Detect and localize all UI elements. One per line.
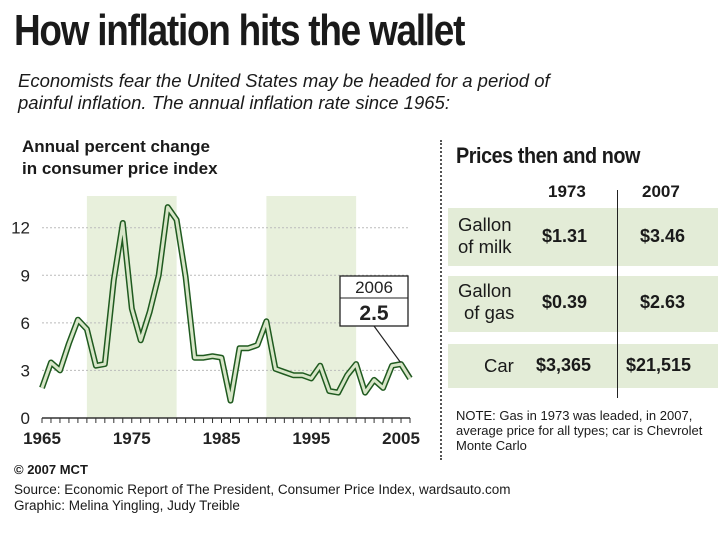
price-row-label-line-2: of milk: [458, 236, 512, 257]
x-tick-label: 1985: [203, 429, 241, 448]
copyright-credit: © 2007 MCT: [14, 462, 88, 477]
y-tick-label: 9: [21, 266, 30, 285]
y-tick-label: 12: [11, 219, 30, 238]
column-header-1973: 1973: [548, 182, 586, 201]
price-2007: $2.63: [640, 292, 686, 312]
page-title: How inflation hits the wallet: [14, 6, 465, 55]
column-header-2007: 2007: [642, 182, 680, 201]
price-row-car: Car $3,365 $21,515: [448, 344, 718, 388]
price-row-gas: Gallon of gas $0.39 $2.63: [448, 276, 718, 332]
price-2007: $3.46: [640, 226, 686, 246]
price-1973: $3,365: [536, 355, 592, 375]
price-row-label: Gallon of gas: [458, 280, 514, 324]
x-tick-label: 1965: [23, 429, 61, 448]
price-row-label-line-1: Gallon: [458, 214, 512, 235]
x-tick-label: 1995: [292, 429, 330, 448]
subtitle: Economists fear the United States may be…: [18, 70, 550, 113]
price-1973: $0.39: [542, 292, 588, 312]
chart-title-line-1: Annual percent change: [22, 137, 210, 156]
y-axis-ticks: 0 3 6 9 12: [11, 219, 30, 428]
inflation-line-chart: 0 3 6 9 12 1965 1975 1985 1995 2005 2006 2.5: [11, 196, 420, 448]
graphic-credit-line: Graphic: Melina Yingling, Judy Treible: [14, 498, 240, 513]
chart-title: Annual percent change in consumer price …: [22, 136, 218, 180]
source-credits: Source: Economic Report of The President…: [14, 482, 510, 514]
y-tick-label: 6: [21, 314, 30, 333]
annotation-value-label: 2.5: [359, 302, 389, 325]
prices-note: NOTE: Gas in 1973 was leaded, in 2007, a…: [456, 408, 703, 453]
x-axis-ticks: 1965 1975 1985 1995 2005: [23, 418, 420, 448]
x-tick-label: 1975: [113, 429, 151, 448]
price-2007: $21,515: [626, 355, 692, 375]
price-1973: $1.31: [542, 226, 588, 246]
x-tick-label: 2005: [382, 429, 420, 448]
annotation-year-label: 2006: [355, 278, 393, 297]
annotation-box: [339, 275, 409, 327]
price-row-label-line-2: of gas: [464, 302, 515, 323]
section-divider: [440, 140, 442, 460]
price-row-label-line-1: Car: [484, 355, 514, 376]
annotation-2006: 2006 2.5: [339, 275, 411, 376]
price-row-label: Car: [484, 355, 514, 377]
y-tick-label: 3: [21, 361, 30, 380]
chart-background-bands: [86, 196, 357, 418]
price-row-label: Gallon of milk: [458, 214, 511, 258]
price-row-milk: Gallon of milk $1.31 $3.46: [448, 208, 718, 266]
price-row-label-line-1: Gallon: [458, 280, 512, 301]
series-line-inner: [40, 205, 412, 403]
prices-column-divider: [617, 190, 618, 398]
prices-title: Prices then and now: [456, 143, 640, 168]
chart-title-line-2: in consumer price index: [22, 159, 218, 178]
y-tick-label: 0: [21, 409, 30, 428]
source-line: Source: Economic Report of The President…: [14, 482, 511, 497]
